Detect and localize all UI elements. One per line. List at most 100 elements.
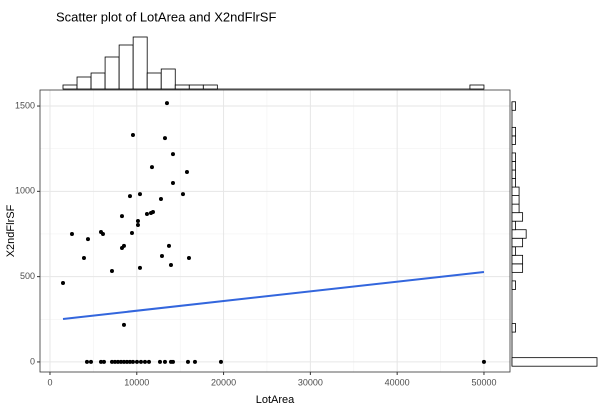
histogram-bar xyxy=(511,101,516,111)
data-point xyxy=(85,237,90,242)
histogram-bar xyxy=(511,178,516,188)
histogram-bar xyxy=(511,169,516,179)
x-tick-label: 40000 xyxy=(385,377,410,387)
data-point xyxy=(61,280,66,285)
data-point xyxy=(162,359,167,364)
fit-line xyxy=(62,271,485,320)
histogram-bar xyxy=(511,186,520,197)
histogram-bar xyxy=(511,220,516,231)
data-point xyxy=(129,230,134,235)
histogram-bar xyxy=(511,246,516,256)
x-tick-label: 30000 xyxy=(298,377,323,387)
histogram-bar xyxy=(62,84,78,90)
histogram-bar xyxy=(511,357,598,367)
data-point xyxy=(127,359,132,364)
histogram-bar xyxy=(511,263,524,273)
data-point xyxy=(135,219,140,224)
data-point xyxy=(135,222,140,227)
data-point xyxy=(100,231,105,236)
histogram-bar xyxy=(511,212,524,222)
data-point xyxy=(184,170,189,175)
data-point xyxy=(137,265,142,270)
histogram-bar xyxy=(146,72,162,90)
data-point xyxy=(164,101,169,106)
histogram-bar xyxy=(118,44,134,90)
y-tick-label: 1500 xyxy=(15,100,35,110)
histogram-bar xyxy=(76,76,92,90)
data-point xyxy=(150,209,155,214)
data-point xyxy=(185,359,190,364)
data-point xyxy=(124,359,129,364)
data-point xyxy=(127,194,132,199)
y-tick-label: 500 xyxy=(20,271,35,281)
plot-border xyxy=(39,89,511,373)
data-point xyxy=(98,359,103,364)
data-point xyxy=(137,192,142,197)
data-point xyxy=(81,256,86,261)
data-point xyxy=(115,359,120,364)
data-point xyxy=(84,359,89,364)
data-point xyxy=(146,359,151,364)
chart-title: Scatter plot of LotArea and X2ndFlrSF xyxy=(56,9,276,24)
data-point xyxy=(481,359,486,364)
data-point xyxy=(109,269,114,274)
data-point xyxy=(130,133,135,138)
x-tick-label: 0 xyxy=(47,377,52,387)
histogram-bar xyxy=(511,195,520,205)
data-point xyxy=(186,256,191,261)
data-point xyxy=(144,212,149,217)
data-point xyxy=(180,192,185,197)
histogram-bar xyxy=(90,72,106,90)
histogram-bar xyxy=(132,36,148,90)
histogram-bar xyxy=(104,56,120,90)
histogram-bar xyxy=(511,237,524,248)
histogram-bar xyxy=(188,84,204,90)
data-point xyxy=(138,359,143,364)
data-point xyxy=(134,359,139,364)
x-tick-label: 50000 xyxy=(471,377,496,387)
histogram-bar xyxy=(511,229,527,239)
data-point xyxy=(121,322,126,327)
data-point xyxy=(101,359,106,364)
data-point xyxy=(118,359,123,364)
histogram-bar xyxy=(469,84,485,90)
histogram-bar xyxy=(511,152,516,162)
data-point xyxy=(170,359,175,364)
data-point xyxy=(159,253,164,258)
data-point xyxy=(69,231,74,236)
histogram-bar xyxy=(160,68,176,90)
data-point xyxy=(88,359,93,364)
y-tick-label: 1000 xyxy=(15,186,35,196)
y-tick-label: 0 xyxy=(30,356,35,366)
x-tick-label: 10000 xyxy=(124,377,149,387)
data-point xyxy=(168,263,173,268)
x-tick-label: 20000 xyxy=(211,377,236,387)
data-point xyxy=(142,359,147,364)
data-point xyxy=(158,197,163,202)
histogram-bar xyxy=(511,254,524,265)
data-point xyxy=(119,214,124,219)
data-point xyxy=(218,359,223,364)
data-point xyxy=(112,359,117,364)
data-point xyxy=(162,136,167,141)
data-point xyxy=(170,180,175,185)
histogram-bar xyxy=(174,84,190,90)
y-axis-label: X2ndFlrSF xyxy=(5,204,17,257)
histogram-bar xyxy=(511,203,520,214)
histogram-bar xyxy=(511,126,516,137)
data-point xyxy=(149,165,154,170)
data-point xyxy=(157,359,162,364)
data-point xyxy=(109,359,114,364)
histogram-bar xyxy=(511,135,516,145)
data-point xyxy=(192,359,197,364)
data-point xyxy=(166,243,171,248)
data-point xyxy=(170,152,175,157)
histogram-bar xyxy=(511,280,516,290)
data-point xyxy=(121,359,126,364)
histogram-bar xyxy=(511,161,516,171)
histogram-bar xyxy=(202,84,218,90)
histogram-bar xyxy=(511,323,516,333)
x-axis-label: LotArea xyxy=(256,394,295,406)
data-point xyxy=(130,359,135,364)
